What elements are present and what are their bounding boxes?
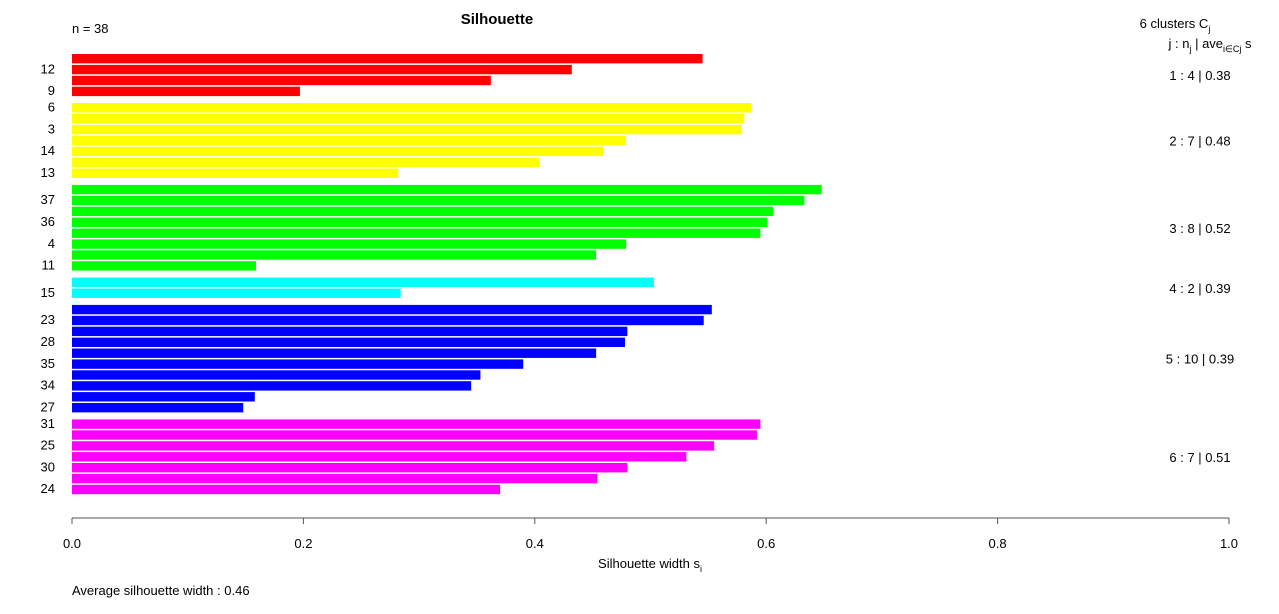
silhouette-bar [72, 86, 300, 97]
silhouette-bar [72, 304, 712, 315]
cluster-summary-label: 5 : 10 | 0.39 [1166, 352, 1234, 367]
silhouette-bar [72, 103, 752, 113]
row-label: 15 [41, 285, 55, 300]
row-label: 34 [41, 378, 55, 393]
silhouette-bar [72, 463, 628, 473]
silhouette-bar [72, 239, 627, 249]
silhouette-bar [72, 146, 604, 157]
bars-group [72, 54, 822, 495]
silhouette-bar [72, 381, 472, 391]
x-tick-label: 1.0 [1220, 536, 1238, 551]
row-label: 31 [41, 416, 55, 431]
silhouette-bar [72, 217, 768, 227]
silhouette-bar [72, 326, 628, 337]
legend-subheader: j : nj | avei∈Cj s [1168, 36, 1253, 54]
silhouette-bar [72, 419, 761, 429]
row-label: 6 [48, 100, 55, 115]
cluster-summary-label: 6 : 7 | 0.51 [1169, 450, 1230, 465]
row-label: 37 [41, 192, 55, 207]
silhouette-bar [72, 114, 745, 124]
silhouette-bar [72, 75, 491, 86]
row-label: 36 [41, 214, 55, 229]
silhouette-bar [72, 403, 244, 413]
x-axis-label: Silhouette width si [598, 556, 702, 574]
row-label: 24 [41, 481, 55, 496]
silhouette-bar [72, 359, 524, 369]
row-label: 9 [48, 83, 55, 98]
row-label: 13 [41, 165, 55, 180]
cluster-summary-label: 2 : 7 | 0.48 [1169, 134, 1230, 149]
silhouette-bar [72, 250, 597, 260]
silhouette-bar [72, 168, 399, 178]
silhouette-bar [72, 337, 626, 347]
x-tick-label: 0.0 [63, 536, 81, 551]
silhouette-bar [72, 195, 805, 206]
silhouette-bar [72, 348, 597, 358]
silhouette-bar [72, 392, 255, 402]
silhouette-bar [72, 277, 654, 287]
silhouette-bar [72, 228, 761, 238]
row-labels-group: 12 9 6 3 14 13 37 36 4 11 15 23 28 35 34 27 31 25 30 24 [41, 61, 55, 496]
silhouette-bar [72, 124, 742, 135]
silhouette-bar [72, 288, 401, 298]
x-tick-label: 0.6 [757, 536, 775, 551]
row-label: 35 [41, 356, 55, 371]
silhouette-bar [72, 261, 256, 271]
silhouette-bar [72, 430, 757, 440]
row-label: 23 [41, 312, 55, 327]
silhouette-bar [72, 54, 703, 64]
average-silhouette-label: Average silhouette width : 0.46 [72, 583, 250, 598]
x-tick-label: 0.8 [989, 536, 1007, 551]
silhouette-bar [72, 473, 598, 484]
x-tick-label: 0.2 [294, 536, 312, 551]
silhouette-bar [72, 206, 774, 217]
silhouette-bar [72, 452, 687, 462]
silhouette-bar [72, 64, 572, 75]
cluster-summary-label: 1 : 4 | 0.38 [1169, 68, 1230, 83]
row-label: 27 [41, 399, 55, 414]
cluster-summary-label: 4 : 2 | 0.39 [1169, 281, 1230, 296]
silhouette-bar [72, 157, 540, 167]
silhouette-bar [72, 184, 822, 195]
row-label: 4 [48, 236, 55, 251]
row-label: 30 [41, 459, 55, 474]
silhouette-bar [72, 370, 481, 380]
row-label: 25 [41, 438, 55, 453]
silhouette-bar [72, 135, 626, 146]
chart-title: Silhouette [461, 11, 534, 28]
cluster-summary-group: 1 : 4 | 0.38 2 : 7 | 0.48 3 : 8 | 0.52 4 : … [1166, 68, 1234, 465]
row-label: 11 [42, 258, 56, 273]
cluster-summary-label: 3 : 8 | 0.52 [1169, 221, 1230, 236]
x-tick-label: 0.4 [526, 536, 544, 551]
x-axis-ticks: 0.0 0.2 0.4 0.6 0.8 1.0 [63, 518, 1238, 551]
legend-header: 6 clusters Cj [1140, 16, 1211, 34]
silhouette-bar [72, 315, 704, 326]
silhouette-bar [72, 441, 715, 451]
n-count-label: n = 38 [72, 21, 109, 36]
row-label: 28 [41, 334, 55, 349]
row-label: 14 [41, 143, 55, 158]
row-label: 3 [48, 121, 55, 136]
silhouette-bar [72, 484, 501, 495]
row-label: 12 [41, 61, 55, 76]
